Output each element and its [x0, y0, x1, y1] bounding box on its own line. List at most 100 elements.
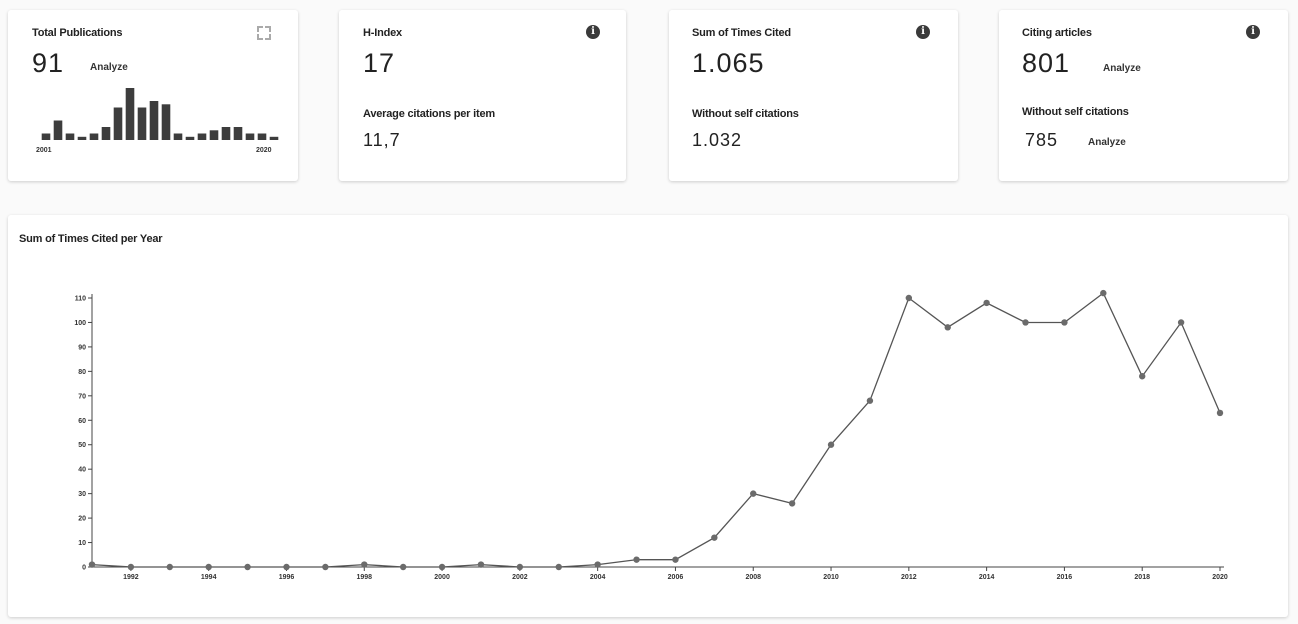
- times-cited-per-year-card: Sum of Times Cited per Year 0 10 20 30 40 50 6…: [8, 215, 1288, 617]
- data-point[interactable]: [944, 324, 951, 331]
- expand-icon[interactable]: [257, 26, 271, 40]
- x-tick-label: 2010: [823, 574, 839, 581]
- data-point[interactable]: [555, 563, 562, 571]
- mini-bar: [77, 136, 87, 140]
- mini-bar: [161, 104, 171, 140]
- data-point[interactable]: [399, 563, 407, 571]
- data-point[interactable]: [1177, 319, 1185, 326]
- mini-bar: [149, 101, 159, 140]
- data-point[interactable]: [711, 534, 718, 541]
- data-point[interactable]: [205, 563, 212, 571]
- y-tick-label: 50: [78, 442, 86, 449]
- y-tick-label: 90: [78, 344, 86, 351]
- mini-chart-end-year: 2020: [256, 147, 272, 154]
- chart-title: Sum of Times Cited per Year: [19, 233, 163, 245]
- data-point[interactable]: [361, 561, 368, 568]
- mini-bar: [101, 127, 111, 140]
- mini-bar: [89, 133, 99, 140]
- mini-bar: [221, 127, 231, 140]
- average-citations-title: Average citations per item: [363, 108, 495, 120]
- info-icon[interactable]: i: [1246, 25, 1260, 39]
- data-point[interactable]: [438, 563, 446, 571]
- x-tick-label: 1992: [123, 574, 139, 581]
- citing-articles-title: Citing articles: [1022, 27, 1092, 39]
- x-tick-label: 2002: [512, 574, 528, 581]
- x-tick-label: 2006: [668, 574, 684, 581]
- y-tick-label: 0: [82, 565, 86, 572]
- times-cited-value: 1.065: [692, 48, 765, 78]
- analyze-citing-without-self-link[interactable]: Analyze: [1088, 137, 1126, 148]
- x-tick-label: 1998: [356, 574, 372, 581]
- x-tick-label: 2014: [979, 574, 995, 581]
- mini-bar: [173, 133, 183, 140]
- info-icon[interactable]: i: [916, 25, 930, 39]
- mini-bar: [209, 130, 219, 140]
- y-tick-label: 110: [75, 296, 86, 303]
- y-tick-label: 10: [78, 540, 86, 547]
- data-point[interactable]: [1022, 319, 1029, 326]
- total-publications-title: Total Publications: [32, 27, 123, 39]
- y-tick-label: 70: [78, 393, 86, 400]
- data-point[interactable]: [1100, 289, 1107, 297]
- data-point[interactable]: [516, 563, 524, 571]
- mini-bar: [125, 88, 135, 140]
- mini-bar: [197, 133, 207, 140]
- analyze-publications-link[interactable]: Analyze: [90, 62, 128, 73]
- mini-bar: [53, 120, 63, 140]
- times-cited-per-year-chart: 0 10 20 30 40 50 60 70 80 90 100 110 1992 1994 1996 199…: [74, 289, 1228, 581]
- mini-bar: [245, 133, 255, 140]
- y-tick-label: 80: [78, 369, 86, 376]
- total-publications-value: 91: [32, 48, 65, 78]
- data-point[interactable]: [322, 563, 329, 571]
- analyze-citing-articles-link[interactable]: Analyze: [1103, 63, 1141, 74]
- mini-bar: [41, 133, 51, 140]
- data-point[interactable]: [1139, 373, 1146, 380]
- x-tick-label: 2000: [434, 574, 450, 581]
- publications-per-year-mini-chart: [41, 88, 279, 140]
- x-tick-label: 2020: [1212, 574, 1228, 581]
- citing-without-self-title: Without self citations: [1022, 106, 1129, 118]
- data-point[interactable]: [672, 556, 679, 563]
- y-tick-label: 40: [78, 467, 86, 474]
- mini-chart-start-year: 2001: [36, 147, 52, 154]
- data-point[interactable]: [477, 561, 485, 568]
- h-index-title: H-Index: [363, 27, 402, 39]
- mini-bar: [137, 107, 147, 140]
- data-point[interactable]: [633, 556, 640, 563]
- mini-bar: [233, 127, 243, 140]
- x-tick-label: 1996: [279, 574, 295, 581]
- data-point[interactable]: [905, 294, 913, 302]
- mini-bar: [113, 107, 123, 140]
- y-tick-label: 60: [78, 418, 86, 425]
- data-point[interactable]: [866, 397, 874, 404]
- data-point[interactable]: [1061, 319, 1068, 326]
- data-point[interactable]: [1216, 409, 1224, 417]
- times-cited-card: Sum of Times Cited i 1.065 Without self …: [669, 10, 958, 181]
- mini-bar: [65, 133, 75, 140]
- data-point[interactable]: [983, 299, 990, 307]
- x-tick-label: 2016: [1057, 574, 1073, 581]
- info-icon[interactable]: i: [586, 25, 600, 39]
- x-tick-label: 2012: [901, 574, 917, 581]
- data-point[interactable]: [88, 561, 96, 568]
- citing-articles-value: 801: [1022, 48, 1071, 78]
- data-point[interactable]: [283, 563, 290, 571]
- data-point[interactable]: [827, 441, 835, 448]
- times-cited-series-line: [91, 292, 1221, 568]
- without-self-citations-value: 1.032: [692, 130, 743, 150]
- y-tick-label: 30: [78, 491, 86, 498]
- mini-bar: [185, 136, 195, 140]
- data-point[interactable]: [750, 490, 757, 497]
- data-point[interactable]: [127, 563, 135, 571]
- data-point[interactable]: [166, 563, 173, 571]
- x-tick-label: 2008: [745, 574, 761, 581]
- y-tick-label: 100: [74, 320, 86, 327]
- h-index-value: 17: [363, 48, 396, 78]
- times-cited-title: Sum of Times Cited: [692, 27, 791, 39]
- without-self-citations-title: Without self citations: [692, 108, 799, 120]
- data-point[interactable]: [788, 500, 796, 507]
- total-publications-card: Total Publications 91 Analyze 2001 2020: [8, 10, 298, 181]
- data-point[interactable]: [244, 563, 251, 571]
- data-point[interactable]: [594, 561, 601, 568]
- mini-bar: [257, 133, 267, 140]
